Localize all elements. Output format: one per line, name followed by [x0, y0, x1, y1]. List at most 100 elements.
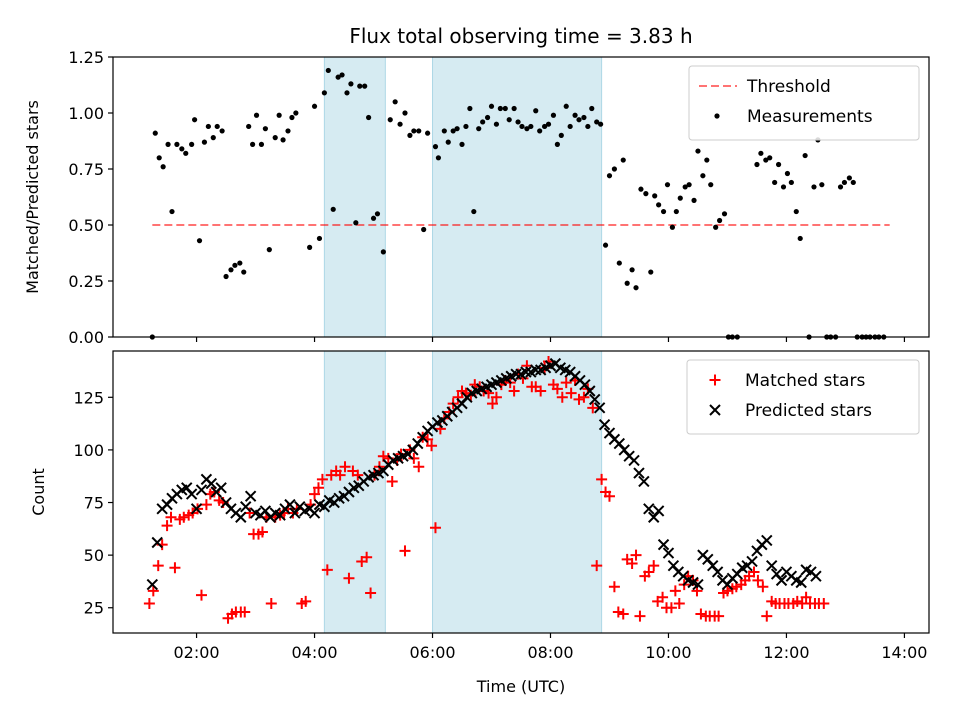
data-point	[795, 576, 807, 589]
data-point	[348, 81, 354, 87]
y-tick-label: 0.00	[68, 328, 104, 347]
data-point	[567, 123, 573, 130]
data-point	[617, 608, 629, 620]
data-point	[311, 103, 318, 109]
data-point	[284, 498, 296, 511]
data-point	[471, 208, 477, 215]
data-point	[467, 105, 473, 112]
data-point	[488, 103, 495, 109]
data-point	[307, 244, 313, 250]
data-point	[686, 182, 692, 188]
data-point	[335, 74, 341, 80]
data-point	[576, 117, 582, 123]
data-point	[161, 520, 173, 532]
data-point	[160, 164, 166, 170]
data-point	[151, 536, 163, 549]
data-point	[541, 123, 548, 130]
legend-label: Measurements	[747, 107, 873, 127]
y-tick-label: 100	[73, 441, 104, 460]
data-point	[638, 475, 650, 488]
data-point	[316, 473, 328, 485]
data-point	[493, 121, 500, 127]
data-point	[425, 130, 431, 136]
data-point	[511, 105, 517, 112]
legend-swatch	[714, 113, 720, 119]
data-point	[450, 128, 456, 134]
y-tick-label: 125	[73, 388, 104, 407]
data-point	[165, 141, 171, 147]
data-point	[309, 488, 321, 500]
data-point	[293, 110, 299, 116]
y-tick-label: 1.25	[68, 48, 104, 67]
data-point	[603, 490, 615, 502]
data-point	[366, 114, 372, 121]
data-point	[767, 155, 773, 161]
legend-swatch	[709, 404, 721, 416]
data-point	[169, 208, 175, 215]
data-point	[704, 157, 710, 163]
x-tick-label: 10:00	[645, 643, 691, 662]
data-point	[497, 105, 503, 112]
data-point	[584, 385, 596, 397]
data-point	[244, 490, 257, 502]
data-point	[165, 511, 177, 523]
data-point	[357, 83, 363, 89]
y-axis-title: Count	[29, 468, 48, 516]
data-point	[232, 262, 238, 268]
data-point	[558, 132, 564, 138]
data-point	[620, 157, 626, 163]
data-point	[545, 121, 552, 127]
data-point	[239, 606, 251, 618]
plot-frame	[112, 56, 930, 338]
data-point	[746, 555, 758, 568]
data-point	[192, 117, 198, 123]
data-point	[810, 570, 822, 582]
data-point	[316, 235, 323, 242]
data-point	[353, 220, 359, 226]
data-point	[185, 488, 198, 500]
data-point	[253, 112, 260, 118]
data-point	[480, 119, 486, 125]
data-point	[515, 119, 521, 125]
data-point	[633, 467, 645, 479]
data-point	[426, 440, 438, 452]
data-point	[386, 475, 398, 487]
data-point	[156, 155, 162, 161]
data-point	[402, 110, 408, 116]
y-tick-label: 0.50	[68, 216, 104, 235]
data-point	[721, 211, 728, 217]
data-point	[598, 418, 611, 431]
data-point	[258, 141, 265, 147]
shaded-span-1	[323, 350, 386, 634]
data-point	[179, 146, 185, 152]
data-point	[748, 566, 760, 578]
data-point	[399, 545, 411, 557]
data-point	[413, 461, 425, 473]
data-point	[721, 585, 733, 597]
shaded-span-1	[323, 56, 386, 338]
x-tick-label: 12:00	[763, 643, 809, 662]
data-point	[189, 141, 195, 147]
data-point	[634, 610, 646, 622]
data-point	[585, 123, 591, 130]
data-point	[429, 522, 441, 534]
data-point	[758, 150, 764, 156]
data-point	[147, 585, 159, 597]
data-point	[490, 391, 502, 403]
data-point	[235, 511, 247, 523]
data-point	[266, 247, 272, 253]
data-point	[272, 135, 278, 141]
data-point	[219, 128, 225, 134]
data-point	[682, 184, 688, 190]
data-point	[484, 114, 491, 121]
data-point	[343, 572, 355, 584]
data-point	[416, 128, 422, 134]
data-point	[143, 598, 155, 610]
data-point	[556, 391, 568, 403]
data-point	[241, 269, 247, 275]
data-point	[616, 260, 622, 266]
data-point	[648, 560, 660, 572]
data-point	[325, 67, 331, 74]
data-point	[657, 591, 669, 603]
data-point	[788, 179, 794, 186]
